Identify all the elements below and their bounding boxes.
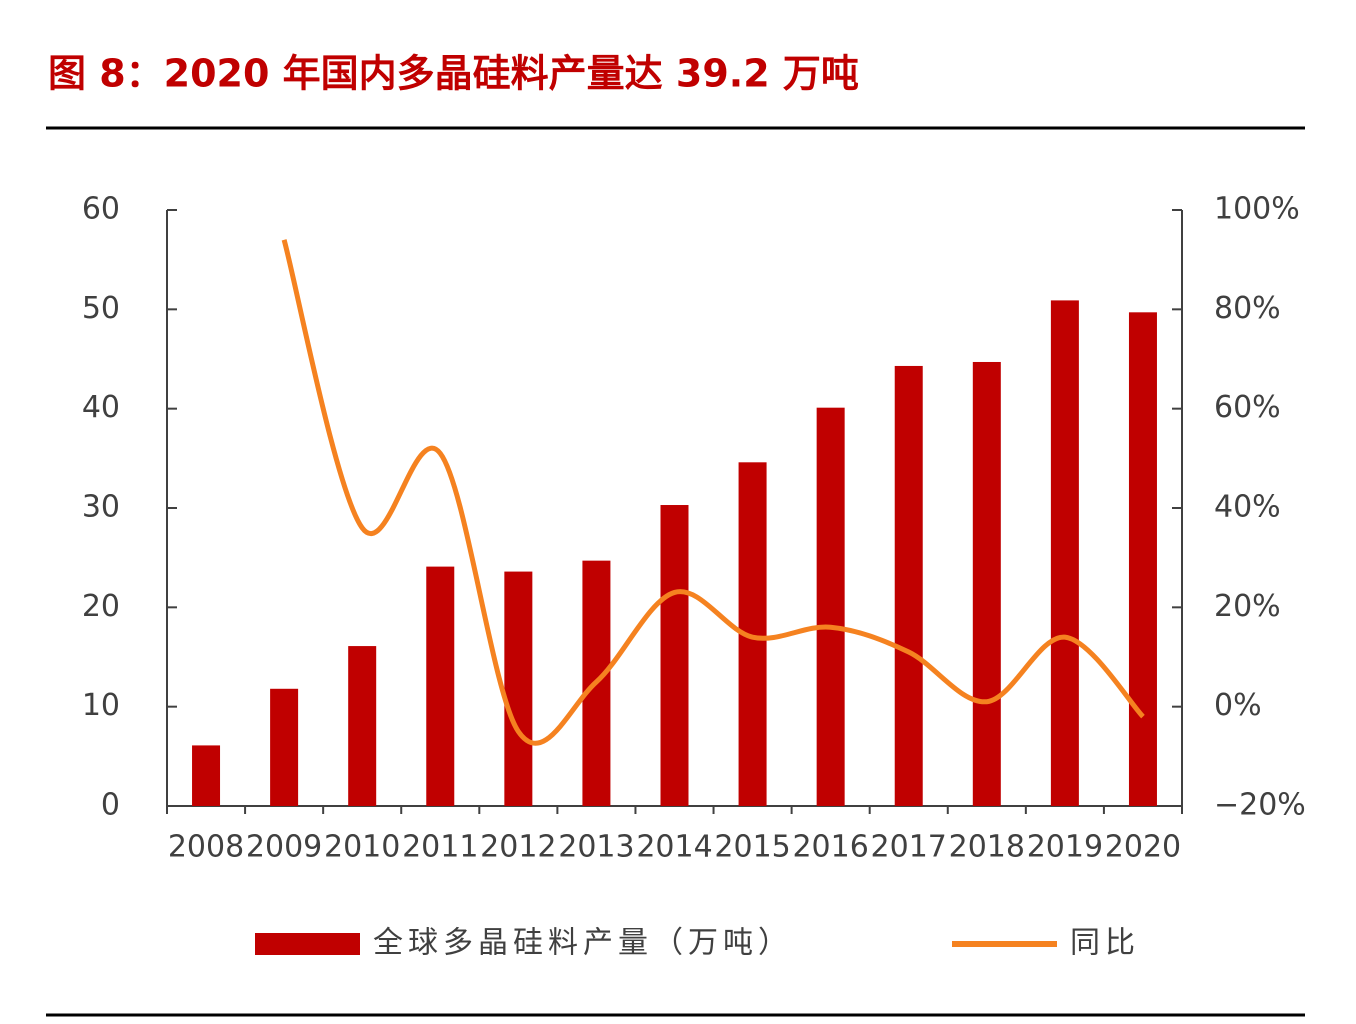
bar [192, 745, 221, 806]
y2-tick-label: 0% [1214, 688, 1262, 723]
bar [270, 688, 299, 806]
x-tick-label: 2010 [324, 830, 400, 865]
y-tick-label: 50 [82, 291, 120, 326]
y2-tick-label: 20% [1214, 589, 1281, 624]
x-tick-label: 2011 [402, 830, 478, 865]
x-tick-label: 2015 [714, 830, 790, 865]
y-tick-label: 30 [82, 490, 120, 525]
x-tick-label: 2019 [1027, 830, 1103, 865]
x-tick-label: 2009 [246, 830, 322, 865]
x-tick-label: 2018 [949, 830, 1025, 865]
y-tick-label: 20 [82, 589, 120, 624]
y2-tick-label: 60% [1214, 390, 1281, 425]
bar [894, 365, 923, 806]
chart-title: 图 8：2020 年国内多晶硅料产量达 39.2 万吨 [48, 52, 859, 96]
y2-tick-label: 40% [1214, 490, 1281, 525]
legend-label: 同比 [1070, 926, 1140, 961]
y2-tick-label: −20% [1214, 788, 1306, 823]
x-tick-label: 2014 [636, 830, 712, 865]
y2-tick-label: 80% [1214, 291, 1281, 326]
x-tick-label: 2008 [168, 830, 244, 865]
bar [426, 566, 455, 806]
legend-label: 全球多晶硅料产量（万吨） [373, 926, 793, 961]
y-tick-label: 10 [82, 688, 120, 723]
y-tick-label: 60 [82, 192, 120, 227]
bar [972, 361, 1001, 806]
bar [504, 571, 533, 806]
bar [1050, 300, 1079, 806]
x-tick-label: 2020 [1105, 830, 1181, 865]
bar [348, 646, 377, 806]
y-tick-label: 0 [101, 788, 120, 823]
x-tick-label: 2012 [480, 830, 556, 865]
y2-tick-label: 100% [1214, 192, 1300, 227]
bar [660, 505, 689, 806]
x-tick-label: 2016 [792, 830, 868, 865]
x-tick-label: 2017 [871, 830, 947, 865]
bar [816, 407, 845, 806]
legend-swatch [255, 933, 360, 955]
x-tick-label: 2013 [558, 830, 634, 865]
bar [1128, 312, 1157, 806]
y-tick-label: 40 [82, 390, 120, 425]
line [281, 239, 1145, 746]
